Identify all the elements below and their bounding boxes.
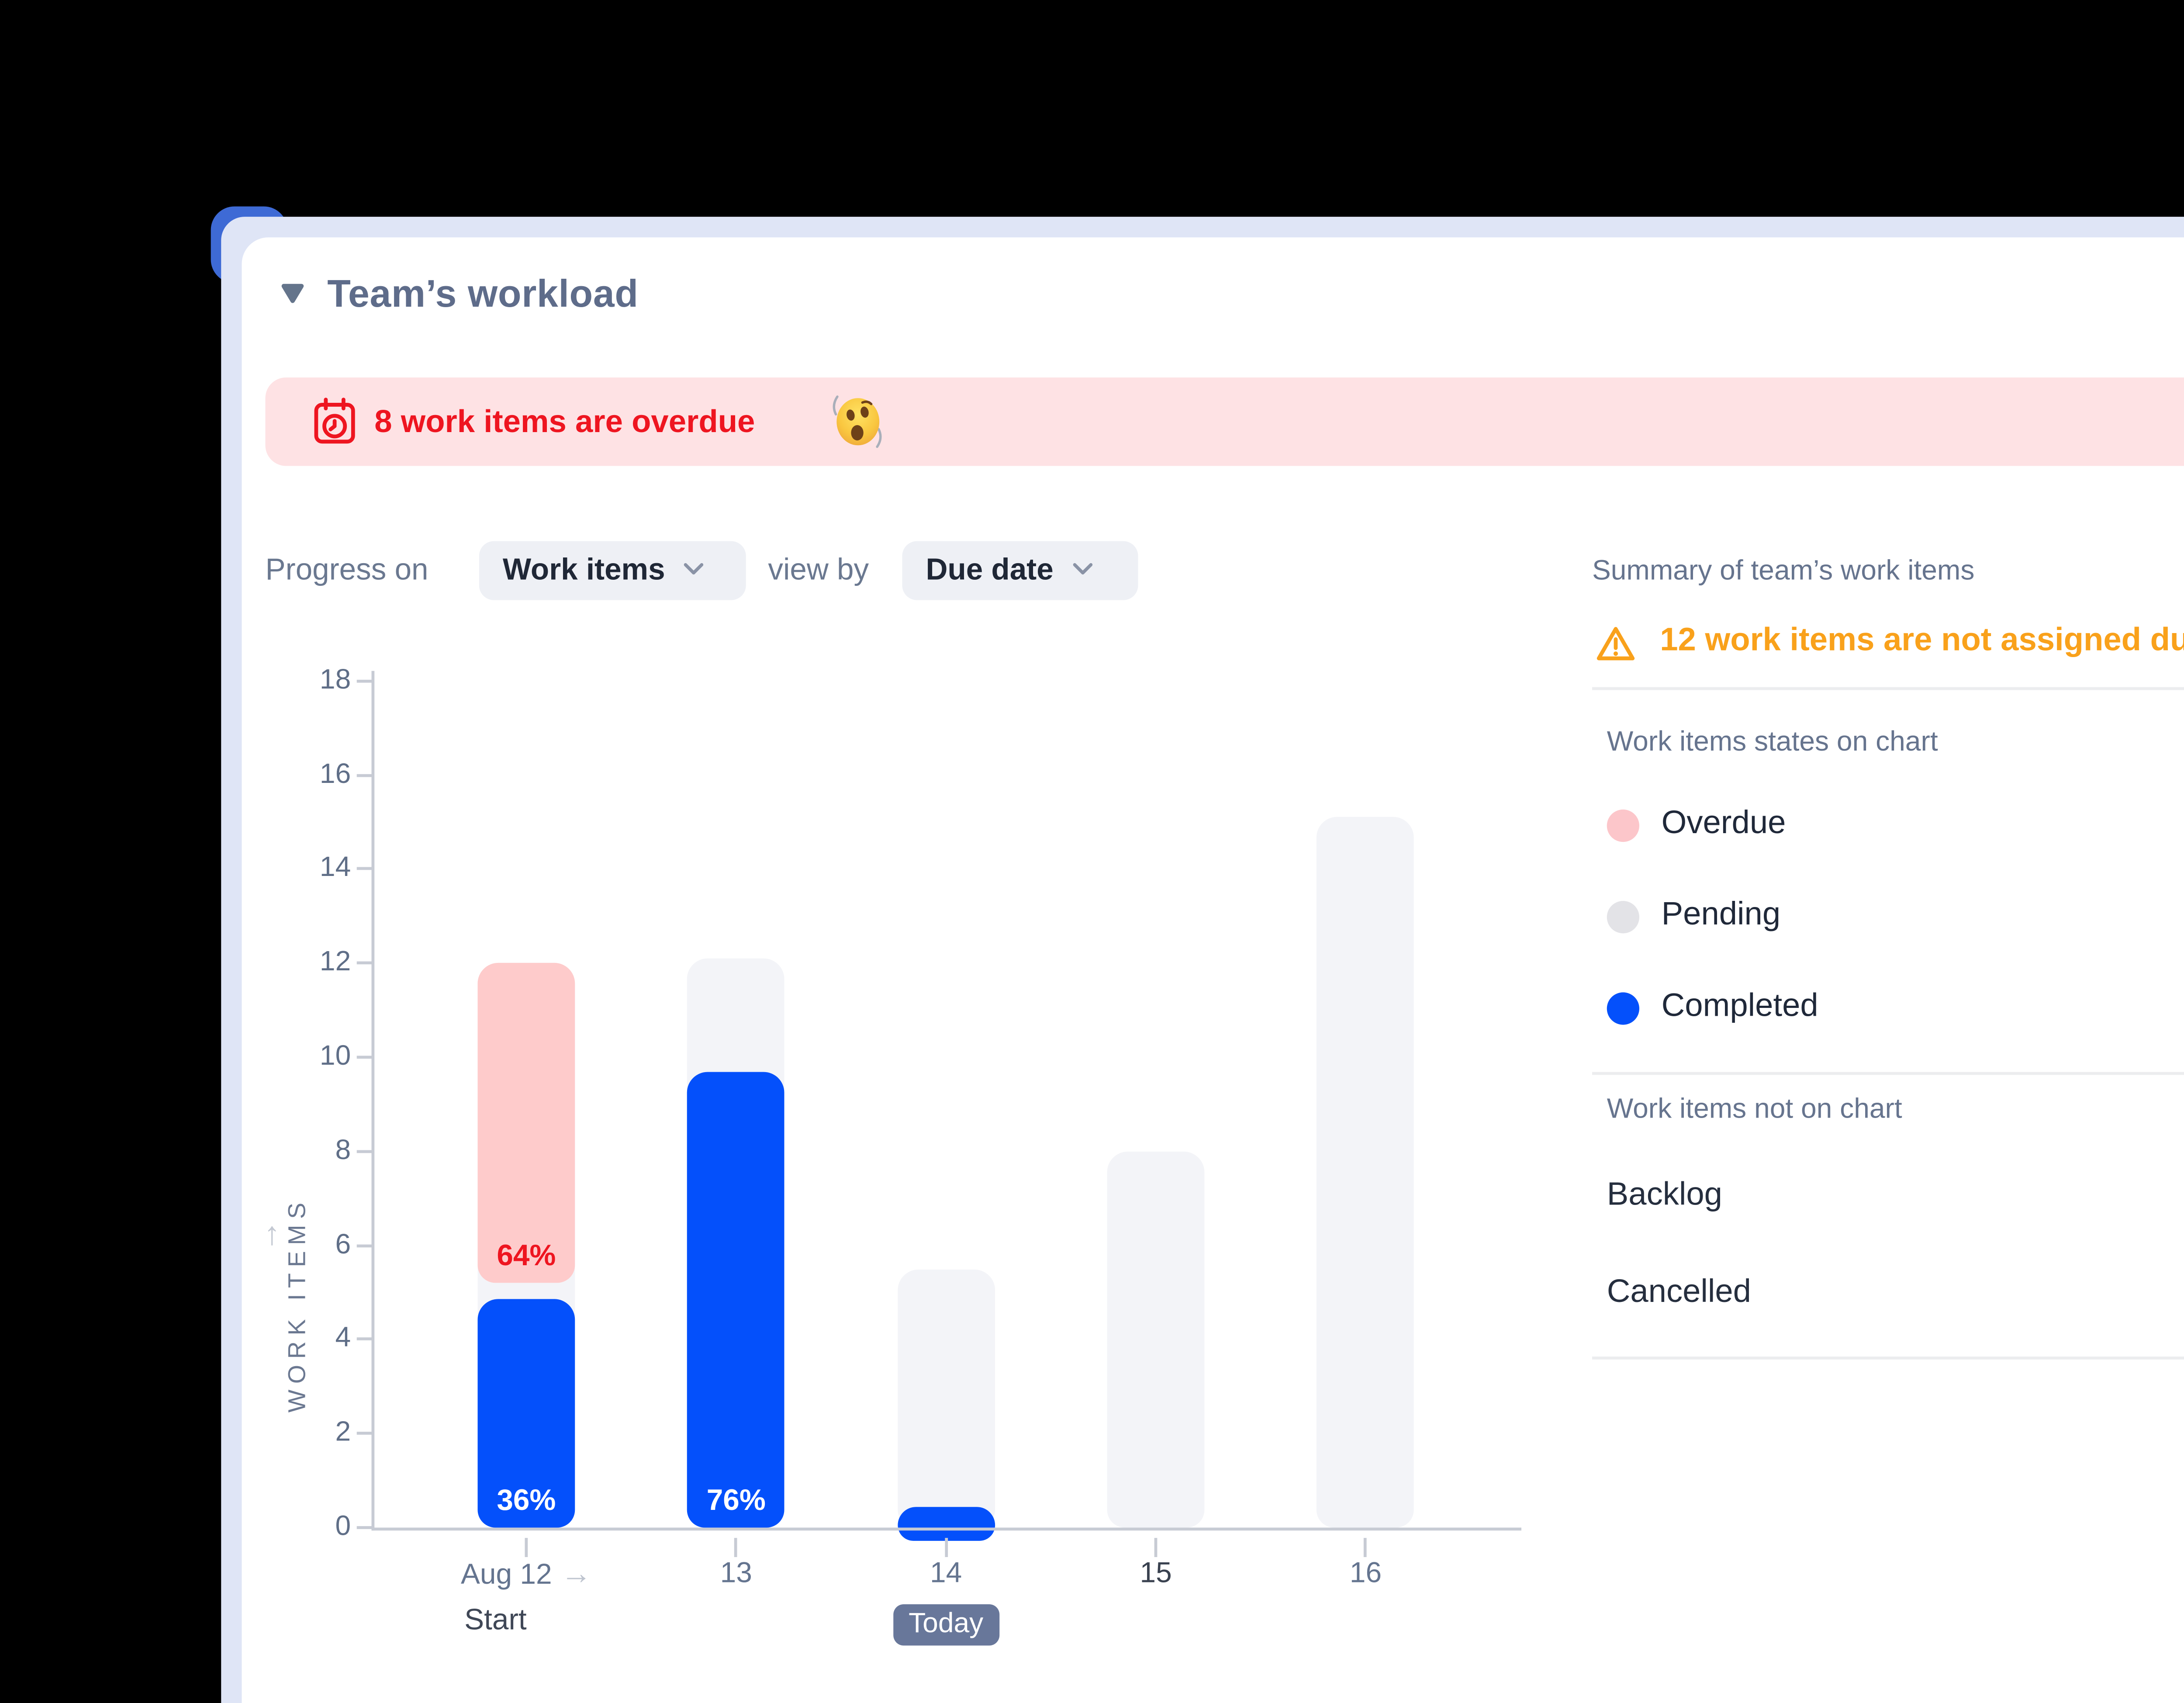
bar-percent-label: 76% (706, 1485, 766, 1517)
divider (1592, 1072, 2184, 1075)
not-on-chart-item-cancelled: Cancelled (1607, 1272, 1751, 1309)
y-axis-line (371, 671, 375, 1531)
bar-track-15 (1107, 1151, 1205, 1528)
legend-dot-icon (1607, 809, 1639, 842)
right-arrow-icon: → (560, 1557, 592, 1591)
y-tick-mark (356, 773, 372, 777)
group-dropdown[interactable]: Due date (902, 541, 1138, 600)
y-tick-label-0: 0 (335, 1511, 351, 1543)
y-tick-mark (356, 1338, 372, 1341)
summary-heading: Summary of team’s work items (1592, 556, 1975, 587)
y-axis-arrow-icon: ↑ (264, 1215, 280, 1252)
legend-item-label: Completed (1661, 986, 1818, 1024)
group-dropdown-value: Due date (926, 553, 1054, 587)
page-title: Team’s workload (327, 271, 639, 316)
x-category-label-14: 14 (930, 1557, 962, 1590)
y-tick-mark (356, 1432, 372, 1435)
x-axis-line (371, 1527, 1521, 1531)
divider (1592, 1357, 2184, 1360)
chevron-down-icon (683, 557, 705, 584)
bar-percent-label: 64% (497, 1240, 556, 1273)
metric-dropdown[interactable]: Work items (479, 541, 746, 600)
bar-percent-label: 36% (497, 1485, 556, 1517)
warning-text: 12 work items are not assigned due dates (1660, 620, 2184, 658)
view-by-label: view by (768, 553, 869, 587)
legend-dot-icon (1607, 901, 1639, 934)
y-tick-label-12: 12 (319, 947, 351, 978)
today-badge: Today (893, 1604, 999, 1646)
x-tick-mark (1364, 1538, 1367, 1557)
x-category-label-aug-12: Aug 12 → (461, 1557, 592, 1591)
bar-segment-completed (897, 1506, 995, 1541)
bar-track-16 (1317, 817, 1414, 1528)
x-tick-mark (1154, 1538, 1158, 1557)
y-tick-mark (356, 679, 372, 682)
alert-text: 8 work items are overdue (374, 404, 755, 440)
y-tick-mark (356, 1149, 372, 1153)
overdue-alert-banner: 8 work items are overdue (265, 377, 2184, 466)
y-axis-title: ↑ WORK ITEMS (248, 1197, 321, 1546)
bar-segment-completed: 36% (477, 1299, 575, 1528)
y-tick-mark (356, 1056, 372, 1059)
y-tick-mark (356, 1244, 372, 1247)
y-tick-label-10: 10 (319, 1041, 351, 1072)
legend-item-label: Pending (1661, 895, 1781, 932)
not-on-chart-heading: Work items not on chart (1607, 1094, 1902, 1125)
start-annotation: Start (464, 1604, 527, 1637)
calendar-overdue-icon (313, 397, 357, 445)
x-category-label-13: 13 (720, 1557, 752, 1590)
y-tick-label-6: 6 (335, 1229, 351, 1260)
bar-segment-overdue: 64% (477, 963, 575, 1283)
y-tick-label-16: 16 (319, 758, 351, 790)
bar-segment-completed: 76% (687, 1071, 785, 1528)
y-tick-mark (356, 1526, 372, 1529)
divider (1592, 687, 2184, 690)
shaking-face-emoji-icon (827, 391, 889, 453)
progress-on-label: Progress on (265, 553, 429, 587)
y-tick-label-8: 8 (335, 1135, 351, 1166)
x-tick-mark (734, 1538, 738, 1557)
y-tick-label-4: 4 (335, 1323, 351, 1354)
collapse-triangle-icon[interactable] (280, 283, 305, 304)
states-on-chart-heading: Work items states on chart (1607, 727, 1938, 758)
y-tick-mark (356, 867, 372, 871)
x-tick-mark (525, 1538, 528, 1557)
x-category-label-15: 15 (1140, 1557, 1172, 1590)
y-tick-label-2: 2 (335, 1417, 351, 1448)
x-category-label-16: 16 (1349, 1557, 1382, 1590)
y-tick-label-18: 18 (319, 665, 351, 696)
metric-dropdown-value: Work items (502, 553, 665, 587)
y-tick-label-14: 14 (319, 853, 351, 884)
not-on-chart-item-backlog: Backlog (1607, 1175, 1722, 1212)
bar-track-14 (897, 1269, 995, 1528)
y-tick-mark (356, 962, 372, 965)
legend-item-label: Overdue (1661, 803, 1786, 841)
x-tick-mark (944, 1538, 948, 1557)
warning-icon (1595, 625, 1637, 664)
legend-dot-icon (1607, 992, 1639, 1025)
chevron-down-icon (1071, 557, 1093, 584)
